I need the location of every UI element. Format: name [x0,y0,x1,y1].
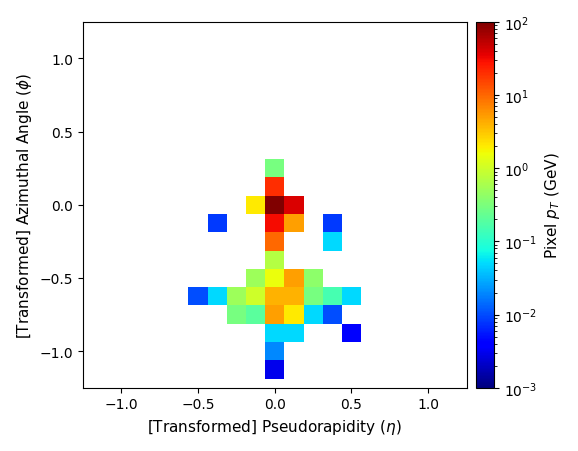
Bar [303,269,323,287]
Bar [265,269,284,287]
Bar [303,287,323,306]
Bar [284,324,303,342]
Bar [284,196,303,214]
Bar [246,306,265,324]
Bar [265,360,284,379]
Bar [227,306,246,324]
Bar [284,214,303,233]
Bar [265,306,284,324]
Bar [284,287,303,306]
Bar [323,287,342,306]
Bar [227,287,246,306]
Bar [265,251,284,269]
Bar [323,233,342,251]
Bar [246,196,265,214]
Bar [208,287,227,306]
X-axis label: [Transformed] Pseudorapidity ($\eta$): [Transformed] Pseudorapidity ($\eta$) [147,417,402,436]
Bar [303,306,323,324]
Bar [323,306,342,324]
Y-axis label: [Transformed] Azimuthal Angle ($\phi$): [Transformed] Azimuthal Angle ($\phi$) [15,73,34,338]
Bar [246,287,265,306]
Bar [342,287,361,306]
Bar [188,287,208,306]
Bar [246,269,265,287]
Bar [284,306,303,324]
Bar [323,214,342,233]
Bar [265,160,284,178]
Bar [342,324,361,342]
Bar [265,324,284,342]
Bar [265,178,284,196]
Bar [265,196,284,214]
Bar [265,214,284,233]
Bar [284,269,303,287]
Bar [265,233,284,251]
Bar [265,342,284,360]
Bar [208,214,227,233]
Bar [265,287,284,306]
Y-axis label: Pixel $p_T$ (GeV): Pixel $p_T$ (GeV) [543,152,562,258]
